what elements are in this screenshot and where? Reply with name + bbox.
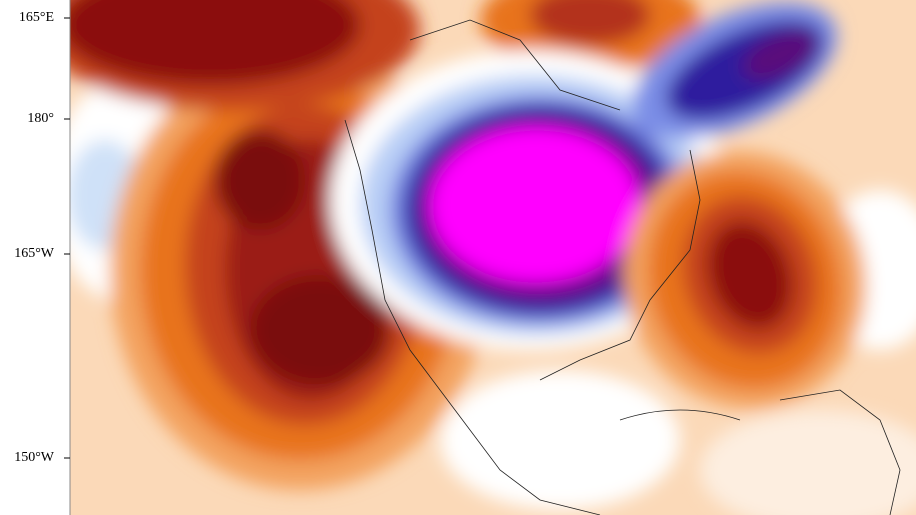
- axis-margin: [0, 0, 70, 515]
- axis-label: 165°E: [19, 10, 54, 25]
- axis-label: 165°W: [14, 246, 55, 261]
- axis-label: 150°W: [14, 450, 55, 465]
- axis-label: 180°: [27, 111, 54, 126]
- coastlines: [344, 19, 901, 515]
- left-axis: 165°E 180° 165°W 150°W: [14, 0, 71, 515]
- map-field: [70, 0, 916, 515]
